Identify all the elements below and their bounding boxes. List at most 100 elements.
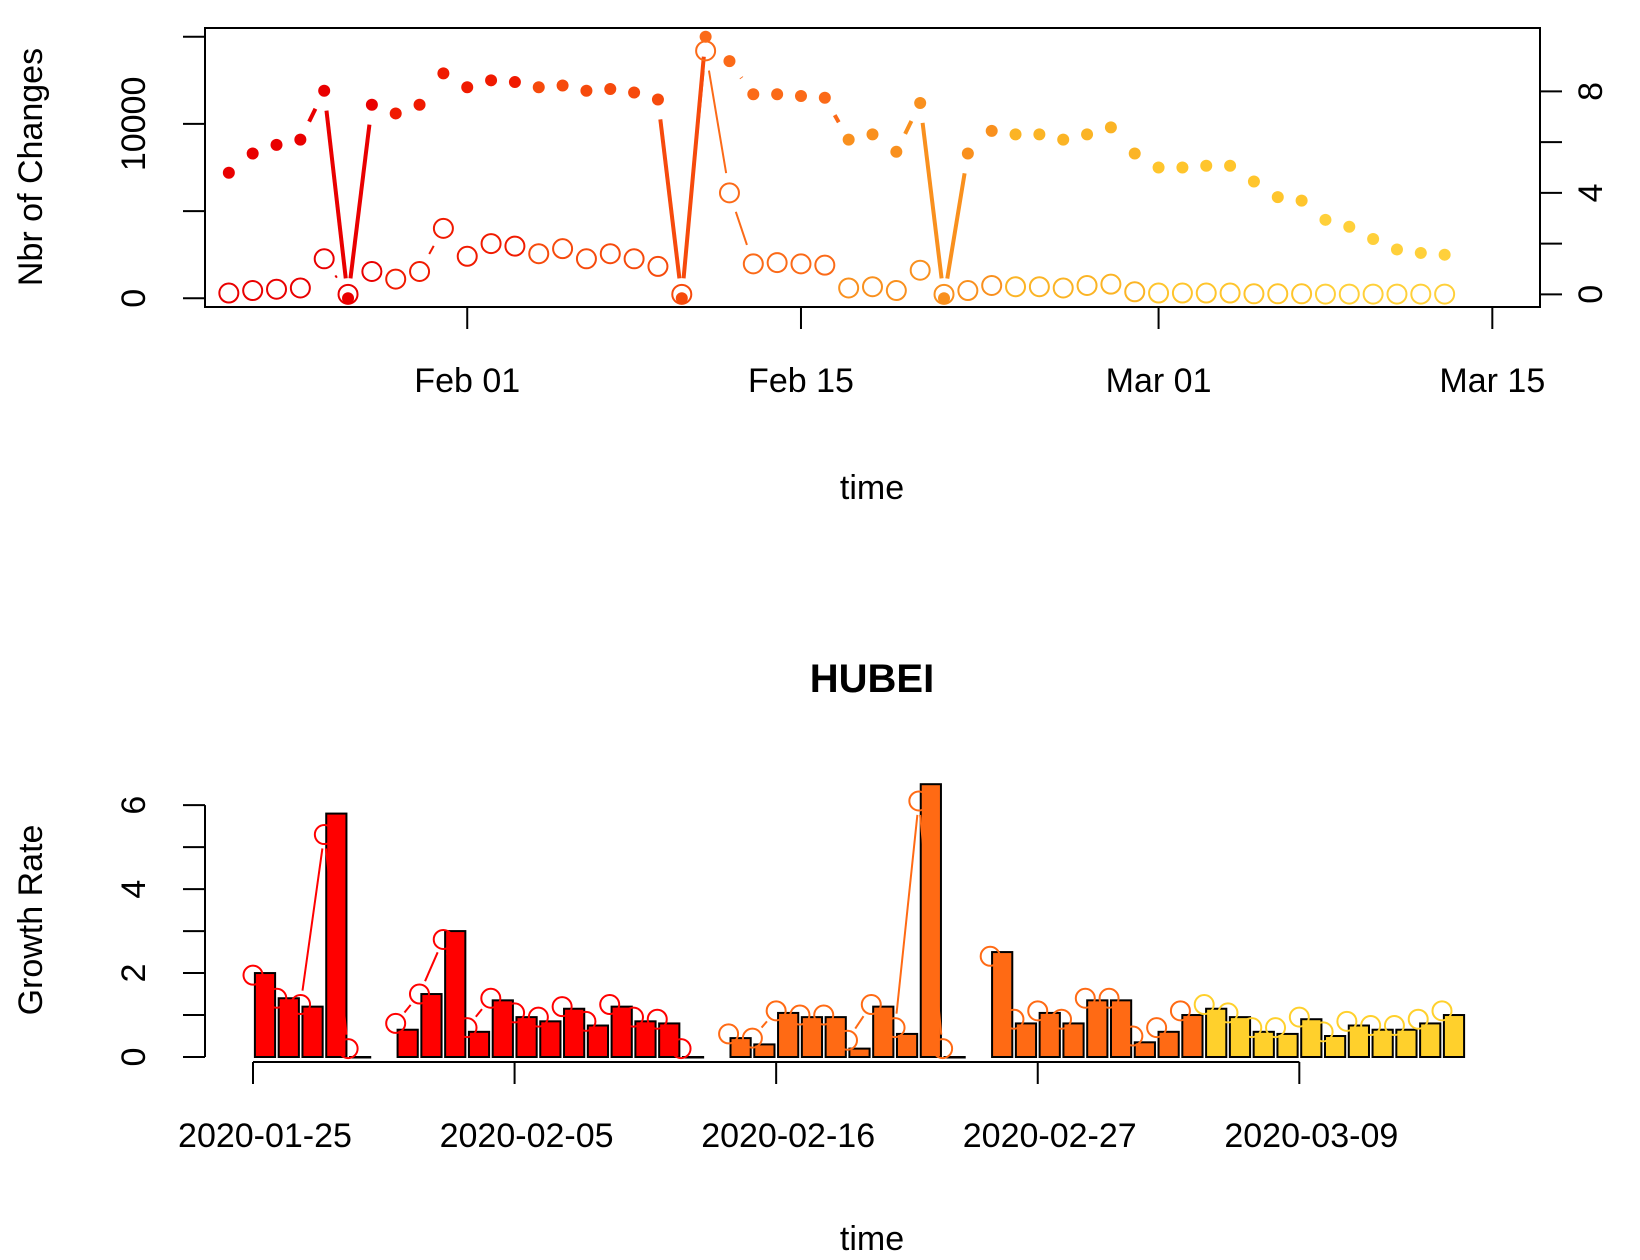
top-open-point	[814, 254, 836, 276]
top-open-point	[766, 252, 788, 274]
growth-point	[290, 994, 312, 1016]
top-filled-point	[1414, 246, 1427, 259]
top-connector-segment	[307, 107, 318, 123]
growth-bar	[777, 1011, 800, 1059]
growth-point	[337, 1038, 359, 1060]
growth-point	[551, 996, 573, 1018]
growth-point	[242, 964, 264, 986]
bottom-connector-segment	[301, 848, 324, 991]
growth-point	[908, 790, 930, 812]
growth-point	[1027, 1000, 1049, 1022]
top-x-axis-title: time	[840, 469, 904, 507]
bottom-connector-segment	[665, 1029, 674, 1039]
growth-bar	[1371, 1028, 1394, 1059]
top-open-point	[1076, 274, 1098, 296]
growth-bar	[895, 1032, 919, 1058]
top-open-point	[504, 235, 526, 257]
growth-point	[266, 987, 288, 1009]
growth-point	[670, 1038, 692, 1060]
top-open-point	[957, 280, 979, 302]
growth-bar	[1276, 1032, 1299, 1058]
top-open-point	[242, 280, 264, 302]
top-connector-segment	[324, 110, 348, 279]
growth-point	[837, 1029, 858, 1051]
top-plot-frame	[204, 27, 1541, 308]
top-filled-point	[699, 30, 712, 43]
growth-point	[860, 994, 882, 1016]
growth-point	[1265, 1017, 1287, 1039]
top-filled-point	[651, 93, 664, 106]
top-open-point	[647, 255, 669, 277]
top-open-point	[1386, 283, 1408, 305]
top-open-point	[385, 268, 407, 290]
growth-bar	[1181, 1014, 1204, 1058]
top-panel: Feb 01 Feb 15 Mar 01 Mar 15 0 10000 0 4 8 time N…	[12, 27, 1610, 507]
top-filled-point	[365, 98, 378, 111]
bottom-connector-segment	[324, 848, 348, 1035]
top-open-point	[313, 248, 335, 270]
top-filled-point	[1438, 248, 1451, 261]
growth-point	[979, 945, 1001, 967]
growth-point	[1003, 1008, 1025, 1030]
top-connector-segment	[920, 122, 944, 279]
top-connector-lines	[307, 56, 967, 279]
growth-point	[527, 1006, 549, 1028]
top-open-point	[695, 40, 717, 62]
top-filled-point	[1152, 161, 1165, 174]
top-open-point	[623, 248, 645, 270]
top-open-point	[266, 278, 288, 300]
growth-bar	[1323, 1035, 1347, 1058]
growth-point	[1288, 1006, 1310, 1028]
top-open-point	[1100, 273, 1122, 295]
growth-point	[932, 1038, 954, 1060]
bottom-connector-segment	[475, 1008, 483, 1018]
growth-point	[408, 983, 430, 1005]
bottom-y-tick-label: 0	[115, 1048, 153, 1067]
top-filled-point	[1247, 175, 1260, 188]
top-open-point	[289, 277, 311, 299]
top-filled-point	[938, 292, 951, 305]
growth-point	[1146, 1017, 1168, 1039]
top-filled-point	[1224, 159, 1237, 172]
top-open-point	[1005, 276, 1027, 298]
growth-bar	[610, 1005, 633, 1058]
growth-bar	[800, 1016, 824, 1058]
top-filled-point	[961, 147, 974, 160]
growth-bar	[1442, 1014, 1466, 1058]
top-filled-point	[532, 81, 545, 94]
growth-bar	[467, 1030, 491, 1059]
growth-point	[480, 987, 502, 1009]
growth-point	[813, 1004, 835, 1026]
top-filled-point	[675, 292, 688, 305]
top-open-point	[718, 182, 740, 204]
bottom-x-tick-label: 2020-02-16	[701, 1117, 875, 1155]
growth-point	[1051, 1008, 1073, 1030]
top-filled-point	[1271, 191, 1284, 204]
top-y-axis-title: Nbr of Changes	[12, 48, 50, 286]
growth-point	[1431, 1000, 1453, 1022]
top-open-point	[909, 259, 931, 281]
top-filled-point	[1176, 161, 1189, 174]
bottom-connector-segment	[895, 814, 919, 1014]
top-filled-point	[818, 91, 831, 104]
bottom-points	[242, 790, 1453, 1060]
top-filled-point	[842, 133, 855, 146]
bottom-connector-segment	[760, 1020, 768, 1029]
growth-bar	[872, 1005, 895, 1058]
top-filled-point	[771, 88, 784, 101]
growth-point	[1074, 987, 1096, 1009]
bottom-x-tick-label: 2020-03-09	[1224, 1117, 1398, 1155]
top-filled-point	[580, 84, 593, 97]
growth-bar	[991, 951, 1014, 1058]
growth-bar	[420, 993, 443, 1059]
top-points	[218, 30, 1456, 305]
growth-point	[718, 1023, 740, 1045]
growth-bar	[1062, 1022, 1085, 1059]
growth-bar	[1300, 1018, 1323, 1059]
bottom-y-tick-label: 2	[115, 964, 153, 983]
top-filled-point	[628, 86, 641, 99]
growth-bar	[634, 1020, 657, 1058]
top-open-point	[742, 253, 764, 275]
growth-bar	[753, 1043, 776, 1058]
growth-point	[1169, 1000, 1191, 1022]
